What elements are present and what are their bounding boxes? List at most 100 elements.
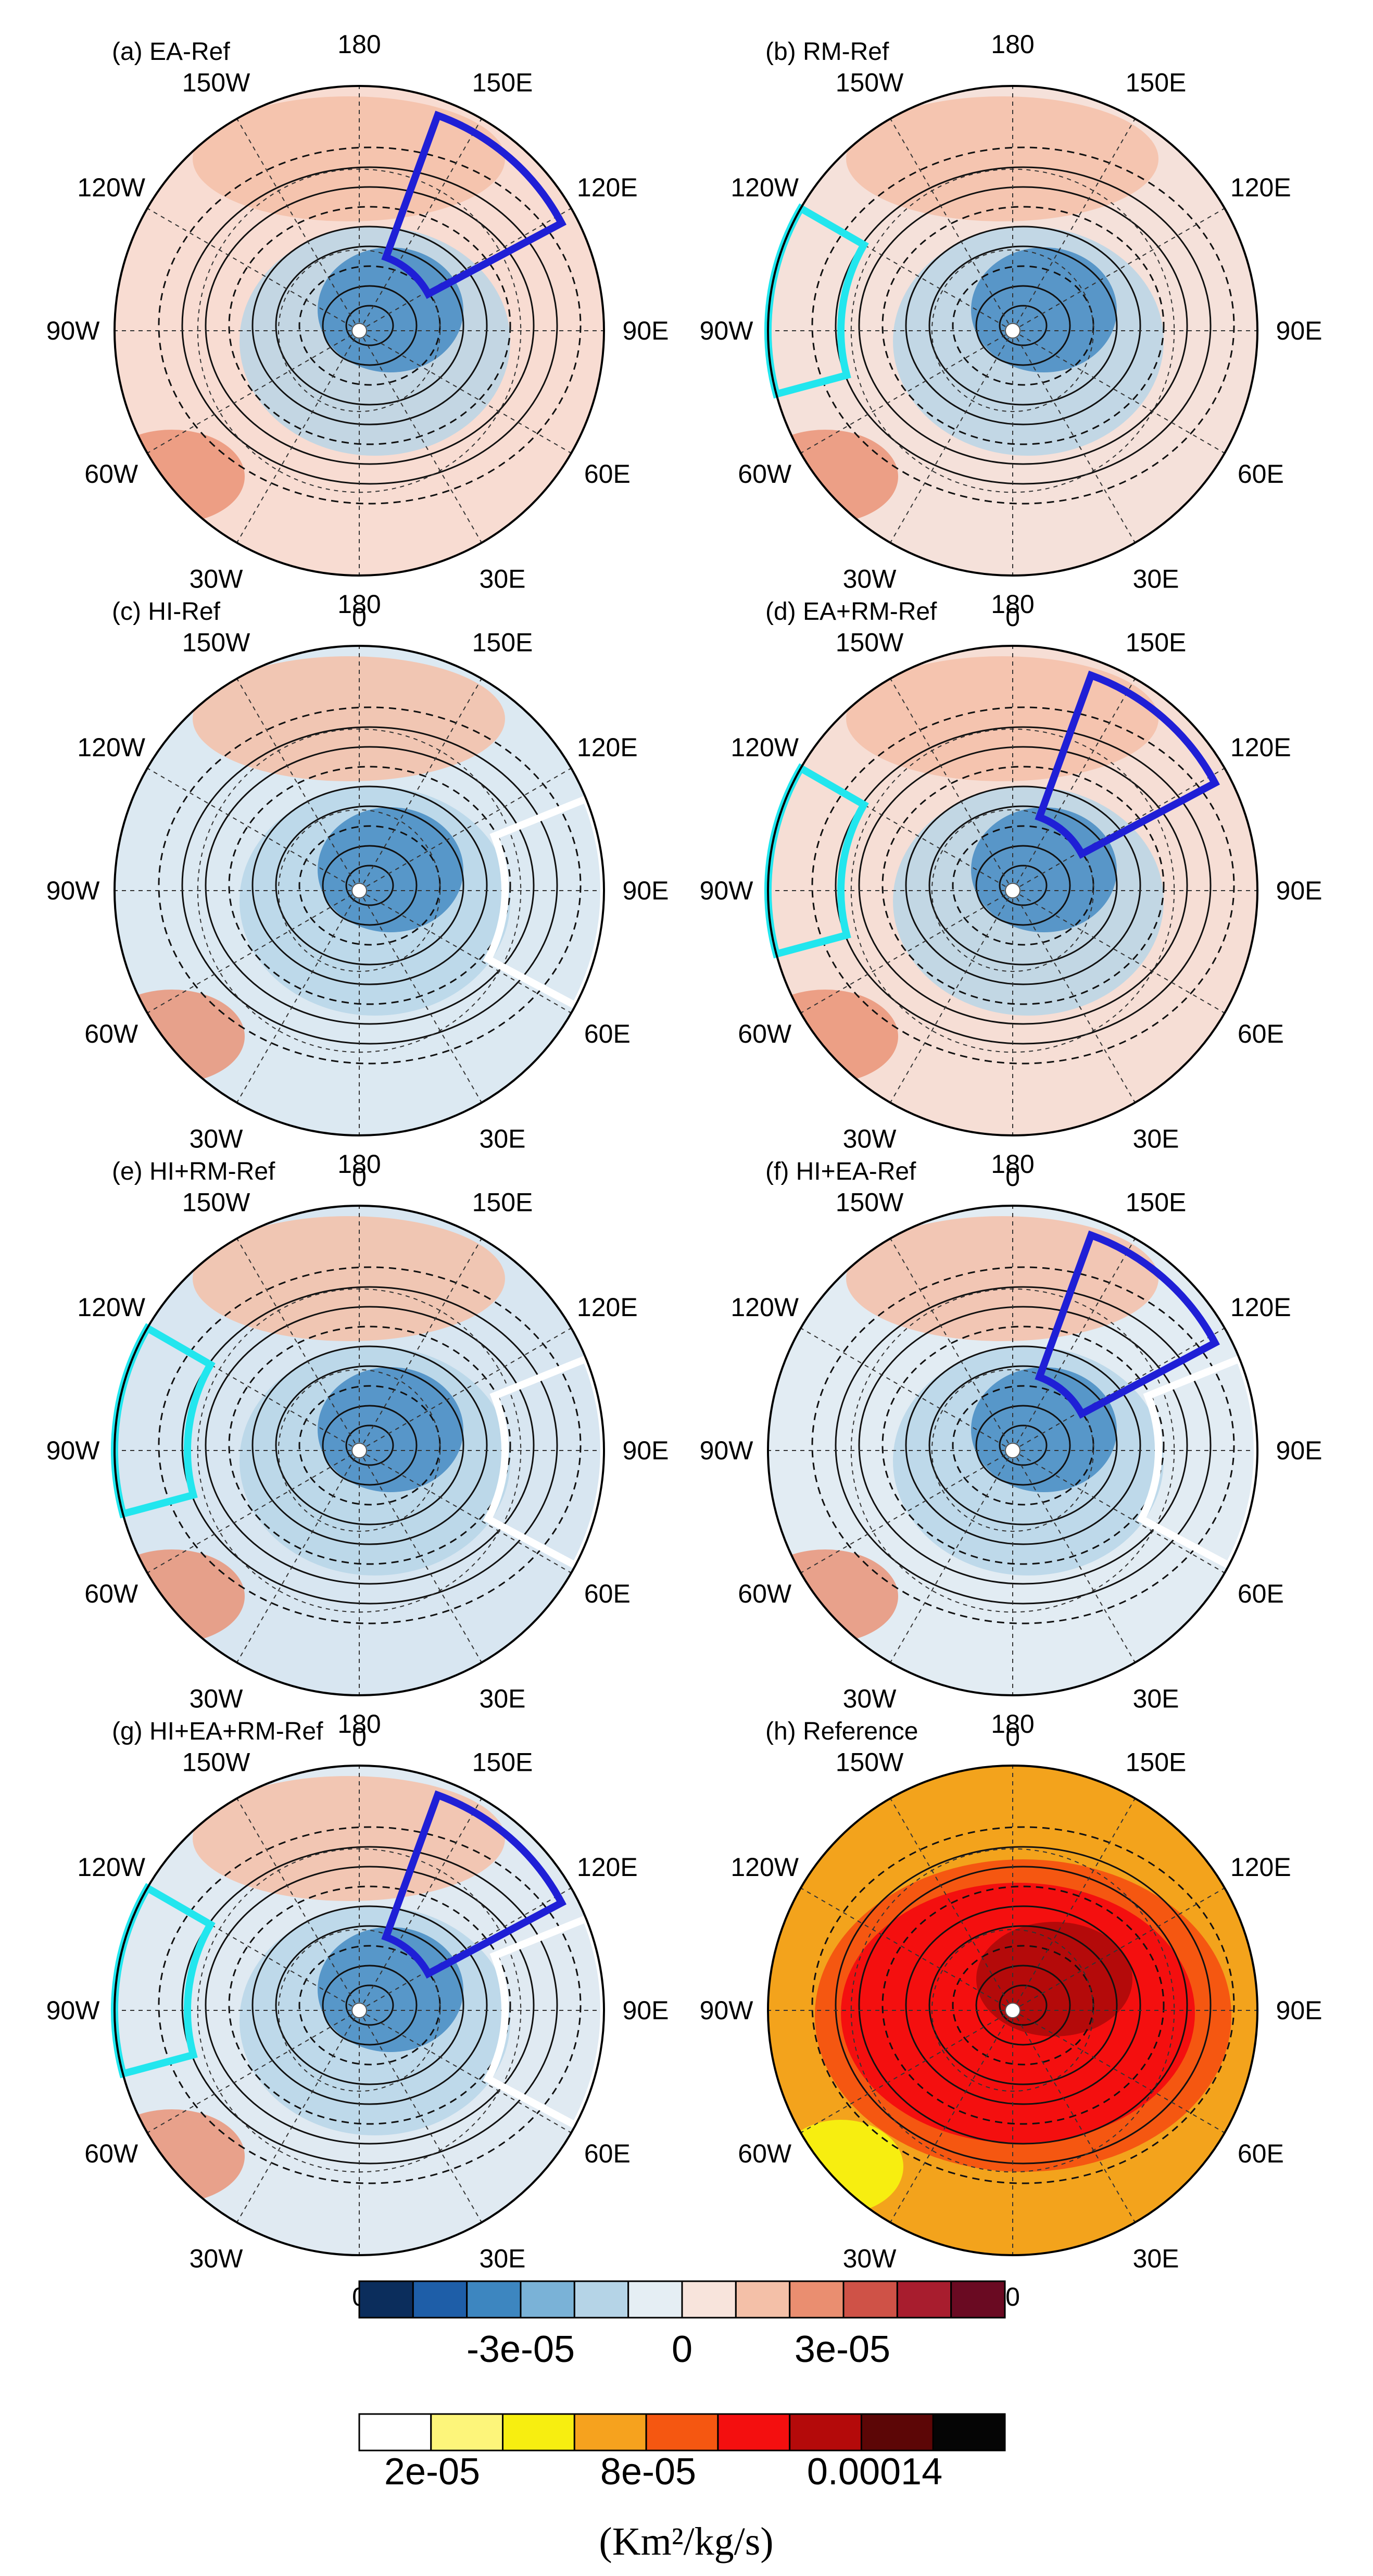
map-panel: (h) Reference 180 150E 120E 90E 60E 30E 0 30W 60W… <box>700 1709 1322 2311</box>
panel-title: (f) HI+EA-Ref <box>765 1158 916 1185</box>
contour-line <box>181 166 558 485</box>
contour-line <box>811 146 1235 505</box>
map-outline <box>114 645 605 1136</box>
meridian-line <box>147 890 360 1014</box>
contour-line <box>275 1925 464 2085</box>
latitude-line <box>931 1929 1094 2092</box>
contour-line <box>322 1965 418 2046</box>
meridian-line <box>890 118 1013 331</box>
panel-title: (g) HI+EA+RM-Ref <box>112 1718 323 1745</box>
meridian-line <box>359 1238 482 1451</box>
longitude-label: 30E <box>1133 564 1179 593</box>
meridian-line <box>1012 118 1136 331</box>
longitude-label: 60E <box>1238 1579 1284 1608</box>
longitude-label: 150E <box>1126 628 1187 657</box>
latitude-line <box>931 249 1094 412</box>
longitude-label: 60E <box>1238 459 1284 489</box>
map-outline <box>114 85 605 577</box>
longitude-label: 90E <box>623 876 669 905</box>
longitude-label: 150W <box>182 628 250 657</box>
longitude-label: 90E <box>1276 316 1322 345</box>
meridian-line <box>890 1238 1013 1451</box>
reference-colorbar-swatch <box>645 2413 719 2452</box>
field-shading <box>193 1776 505 1901</box>
meridian-line <box>236 1450 360 1663</box>
meridian-line <box>359 1450 482 1663</box>
panel-title: (e) HI+RM-Ref <box>112 1158 275 1185</box>
contour-line <box>345 1984 394 2026</box>
longitude-label: 150W <box>182 1188 250 1217</box>
longitude-label: 120W <box>730 173 799 202</box>
meridian-line <box>359 1798 482 2011</box>
longitude-label: 0 <box>1005 2282 1020 2311</box>
contour-line <box>205 186 535 465</box>
contour-line <box>205 1306 535 1585</box>
anomaly-colorbar-swatch <box>735 2280 791 2319</box>
longitude-label: 0 <box>352 1162 367 1192</box>
contour-line <box>275 245 464 406</box>
longitude-label: 150W <box>836 1748 904 1777</box>
longitude-label: 150E <box>472 68 533 97</box>
contour-line <box>835 166 1212 485</box>
meridian-line <box>359 2010 572 2133</box>
meridian-line <box>1012 768 1225 891</box>
longitude-label: 30E <box>480 564 526 593</box>
field-shading <box>846 656 1158 781</box>
contour-line <box>905 785 1141 985</box>
anomaly-colorbar-swatch <box>950 2280 1006 2319</box>
contour-line <box>999 305 1048 346</box>
meridian-line <box>147 2010 360 2133</box>
anomaly-colorbar-swatch <box>412 2280 468 2319</box>
meridian-line <box>890 1450 1013 1663</box>
longitude-label: 30E <box>1133 1124 1179 1153</box>
contour-line <box>345 305 394 346</box>
longitude-label: 30W <box>190 2244 244 2273</box>
meridian-line <box>1012 330 1225 454</box>
anomaly-colorbar-swatch <box>627 2280 683 2319</box>
anomaly-colorbar-swatch <box>573 2280 629 2319</box>
contour-line <box>158 706 582 1065</box>
contour-line <box>928 245 1118 406</box>
meridian-line <box>359 1450 572 1573</box>
longitude-label: 60W <box>738 2139 792 2168</box>
longitude-label: 180 <box>991 1149 1034 1179</box>
longitude-label: 120E <box>577 1853 638 1882</box>
longitude-label: 30E <box>480 1124 526 1153</box>
longitude-label: 150E <box>472 628 533 657</box>
contour-line <box>322 845 418 926</box>
longitude-label: 180 <box>337 30 381 59</box>
latitude-line <box>278 1929 441 2092</box>
meridian-line <box>890 2010 1013 2223</box>
reference-colorbar-swatch <box>932 2413 1006 2452</box>
meridian-line <box>236 678 360 891</box>
contour-line <box>228 1885 511 2125</box>
panel-title: (b) RM-Ref <box>765 38 889 66</box>
longitude-label: 150W <box>836 68 904 97</box>
reference-colorbar-label: 0.00014 <box>807 2451 942 2493</box>
map-panels: (a) EA-Ref 180 150E 120E 90E 60E 30E 0 30W 60W 90W… <box>46 30 1322 2311</box>
meridian-line <box>1012 890 1225 1014</box>
longitude-label: 90W <box>700 1996 754 2025</box>
meridian-line <box>359 208 572 331</box>
meridian-line <box>359 2010 482 2223</box>
longitude-label: 180 <box>337 1709 381 1739</box>
contour-line <box>158 146 582 505</box>
longitude-label: 30W <box>843 1124 897 1153</box>
meridian-line <box>236 1798 360 2011</box>
anomaly-colorbar-swatch <box>896 2280 952 2319</box>
field-shading <box>846 1216 1158 1341</box>
longitude-label: 0 <box>1005 1722 1020 1752</box>
contour-line <box>881 766 1165 1005</box>
longitude-label: 30W <box>843 1684 897 1713</box>
anomaly-colorbar-label: -3e-05 <box>467 2329 575 2370</box>
meridian-line <box>800 1450 1013 1573</box>
longitude-label: 60E <box>584 1579 631 1608</box>
longitude-label: 90W <box>46 316 100 345</box>
longitude-label: 150E <box>472 1188 533 1217</box>
contour-line <box>881 1885 1165 2125</box>
meridian-line <box>800 330 1013 454</box>
anomaly-colorbar-swatch <box>842 2280 898 2319</box>
meridian-line <box>359 1328 572 1451</box>
contour-line <box>975 845 1071 926</box>
